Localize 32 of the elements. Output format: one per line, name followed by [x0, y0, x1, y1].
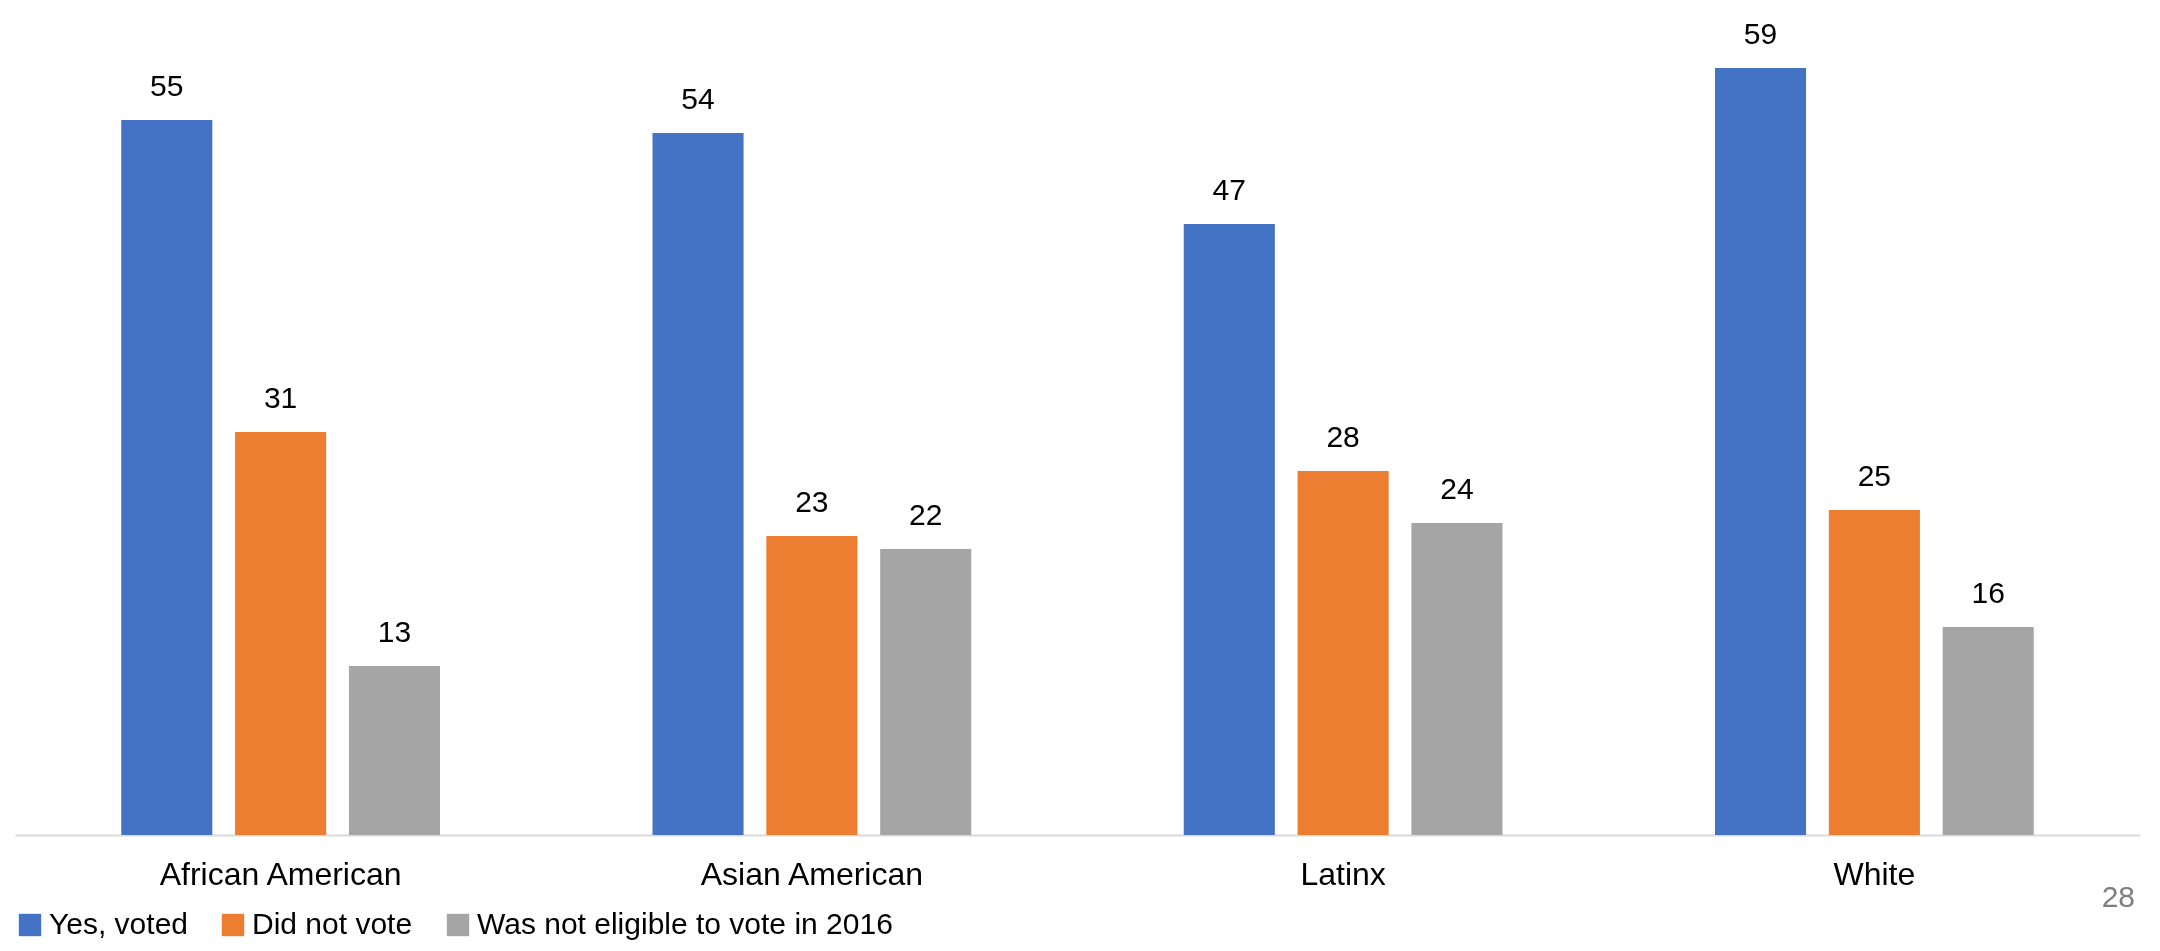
data-label: 47 — [1212, 173, 1246, 206]
data-label: 16 — [1971, 576, 2005, 609]
bar — [1715, 68, 1807, 835]
data-label: 13 — [377, 615, 412, 648]
data-label: 22 — [909, 498, 943, 531]
x-tick-label: African American — [159, 855, 402, 892]
legend-label: Did not vote — [252, 907, 413, 940]
text: 28 — [2101, 880, 2135, 913]
x-tick-label: Latinx — [1300, 855, 1386, 892]
data-label: 23 — [795, 485, 829, 518]
data-label: 24 — [1440, 472, 1474, 505]
bar — [1828, 510, 1920, 835]
bar — [121, 120, 213, 835]
bar — [652, 133, 744, 835]
legend-label: Was not eligible to vote in 2016 — [477, 907, 893, 940]
data-label: 54 — [681, 82, 715, 115]
x-tick-label: White — [1833, 855, 1916, 892]
data-label: 28 — [1326, 420, 1360, 453]
data-label: 25 — [1857, 459, 1892, 492]
bar — [1942, 627, 2034, 835]
bar — [348, 666, 440, 835]
bar — [880, 549, 972, 835]
bar — [235, 432, 327, 835]
data-label: 31 — [263, 381, 298, 414]
data-label: 59 — [1743, 17, 1778, 50]
bar — [1297, 471, 1389, 835]
bar — [1411, 523, 1503, 835]
bar — [766, 536, 858, 835]
x-tick-label: Asian American — [700, 855, 924, 892]
data-label: 55 — [150, 69, 184, 102]
bar — [1183, 224, 1275, 835]
legend-label: Yes, voted — [49, 907, 188, 940]
